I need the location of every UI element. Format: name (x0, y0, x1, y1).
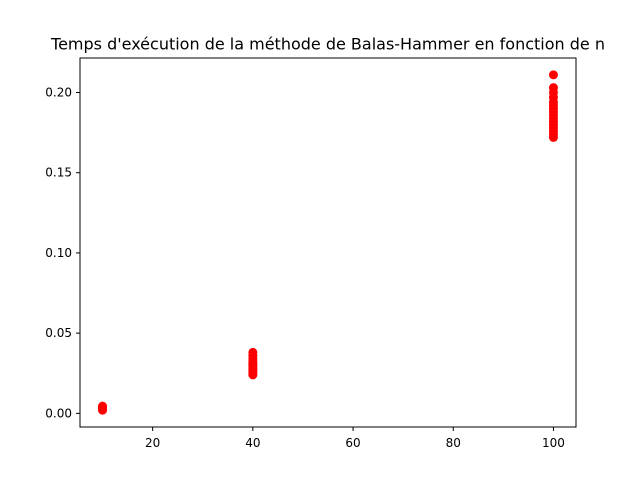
data-point (248, 347, 258, 357)
data-point (98, 401, 108, 411)
y-axis: 0.00 0.05 0.10 0.15 0.20 (45, 85, 80, 420)
x-tick-label: 20 (145, 436, 160, 450)
chart-title: Temps d'exécution de la méthode de Balas… (50, 35, 605, 54)
data-points (98, 70, 558, 415)
x-tick-label: 100 (542, 436, 565, 450)
y-tick-label: 0.15 (45, 166, 72, 180)
x-tick-label: 80 (446, 436, 461, 450)
data-point (548, 70, 558, 80)
y-tick-label: 0.05 (45, 326, 72, 340)
x-tick-label: 40 (245, 436, 260, 450)
x-axis: 20 40 60 80 100 (145, 427, 565, 450)
plot-area-frame (79, 57, 577, 428)
x-tick-label: 60 (345, 436, 360, 450)
y-tick-label: 0.10 (45, 246, 72, 260)
data-point (548, 83, 558, 93)
y-tick-label: 0.00 (45, 406, 72, 420)
y-tick-label: 0.20 (45, 85, 72, 99)
